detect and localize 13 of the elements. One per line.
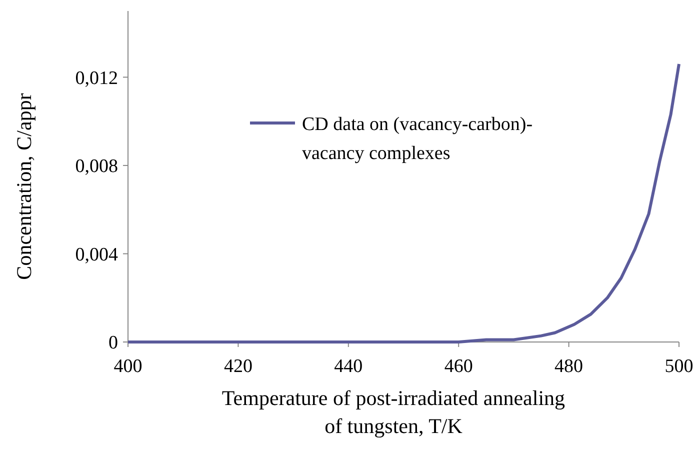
x-tick-label: 500: [664, 356, 694, 377]
y-tick-label: 0,004: [75, 244, 118, 266]
x-tick-label: 440: [334, 356, 363, 377]
x-tick-label: 460: [444, 356, 473, 377]
x-axis-title: Temperature of post-irradiated annealing of tungsten, T/K: [222, 386, 566, 438]
y-tick-label: 0,008: [75, 156, 118, 178]
x-tick-label: 480: [554, 356, 584, 377]
y-tick-label: 0: [108, 332, 118, 354]
y-tick-label: 0,012: [75, 68, 118, 89]
y-axis-title: Concentration, C/appr: [12, 93, 36, 280]
x-tick-label: 420: [224, 356, 252, 377]
legend-label: CD data on (vacancy-carbon)-vacancy complexes: [302, 114, 533, 164]
x-tick-label: 400: [114, 356, 142, 377]
